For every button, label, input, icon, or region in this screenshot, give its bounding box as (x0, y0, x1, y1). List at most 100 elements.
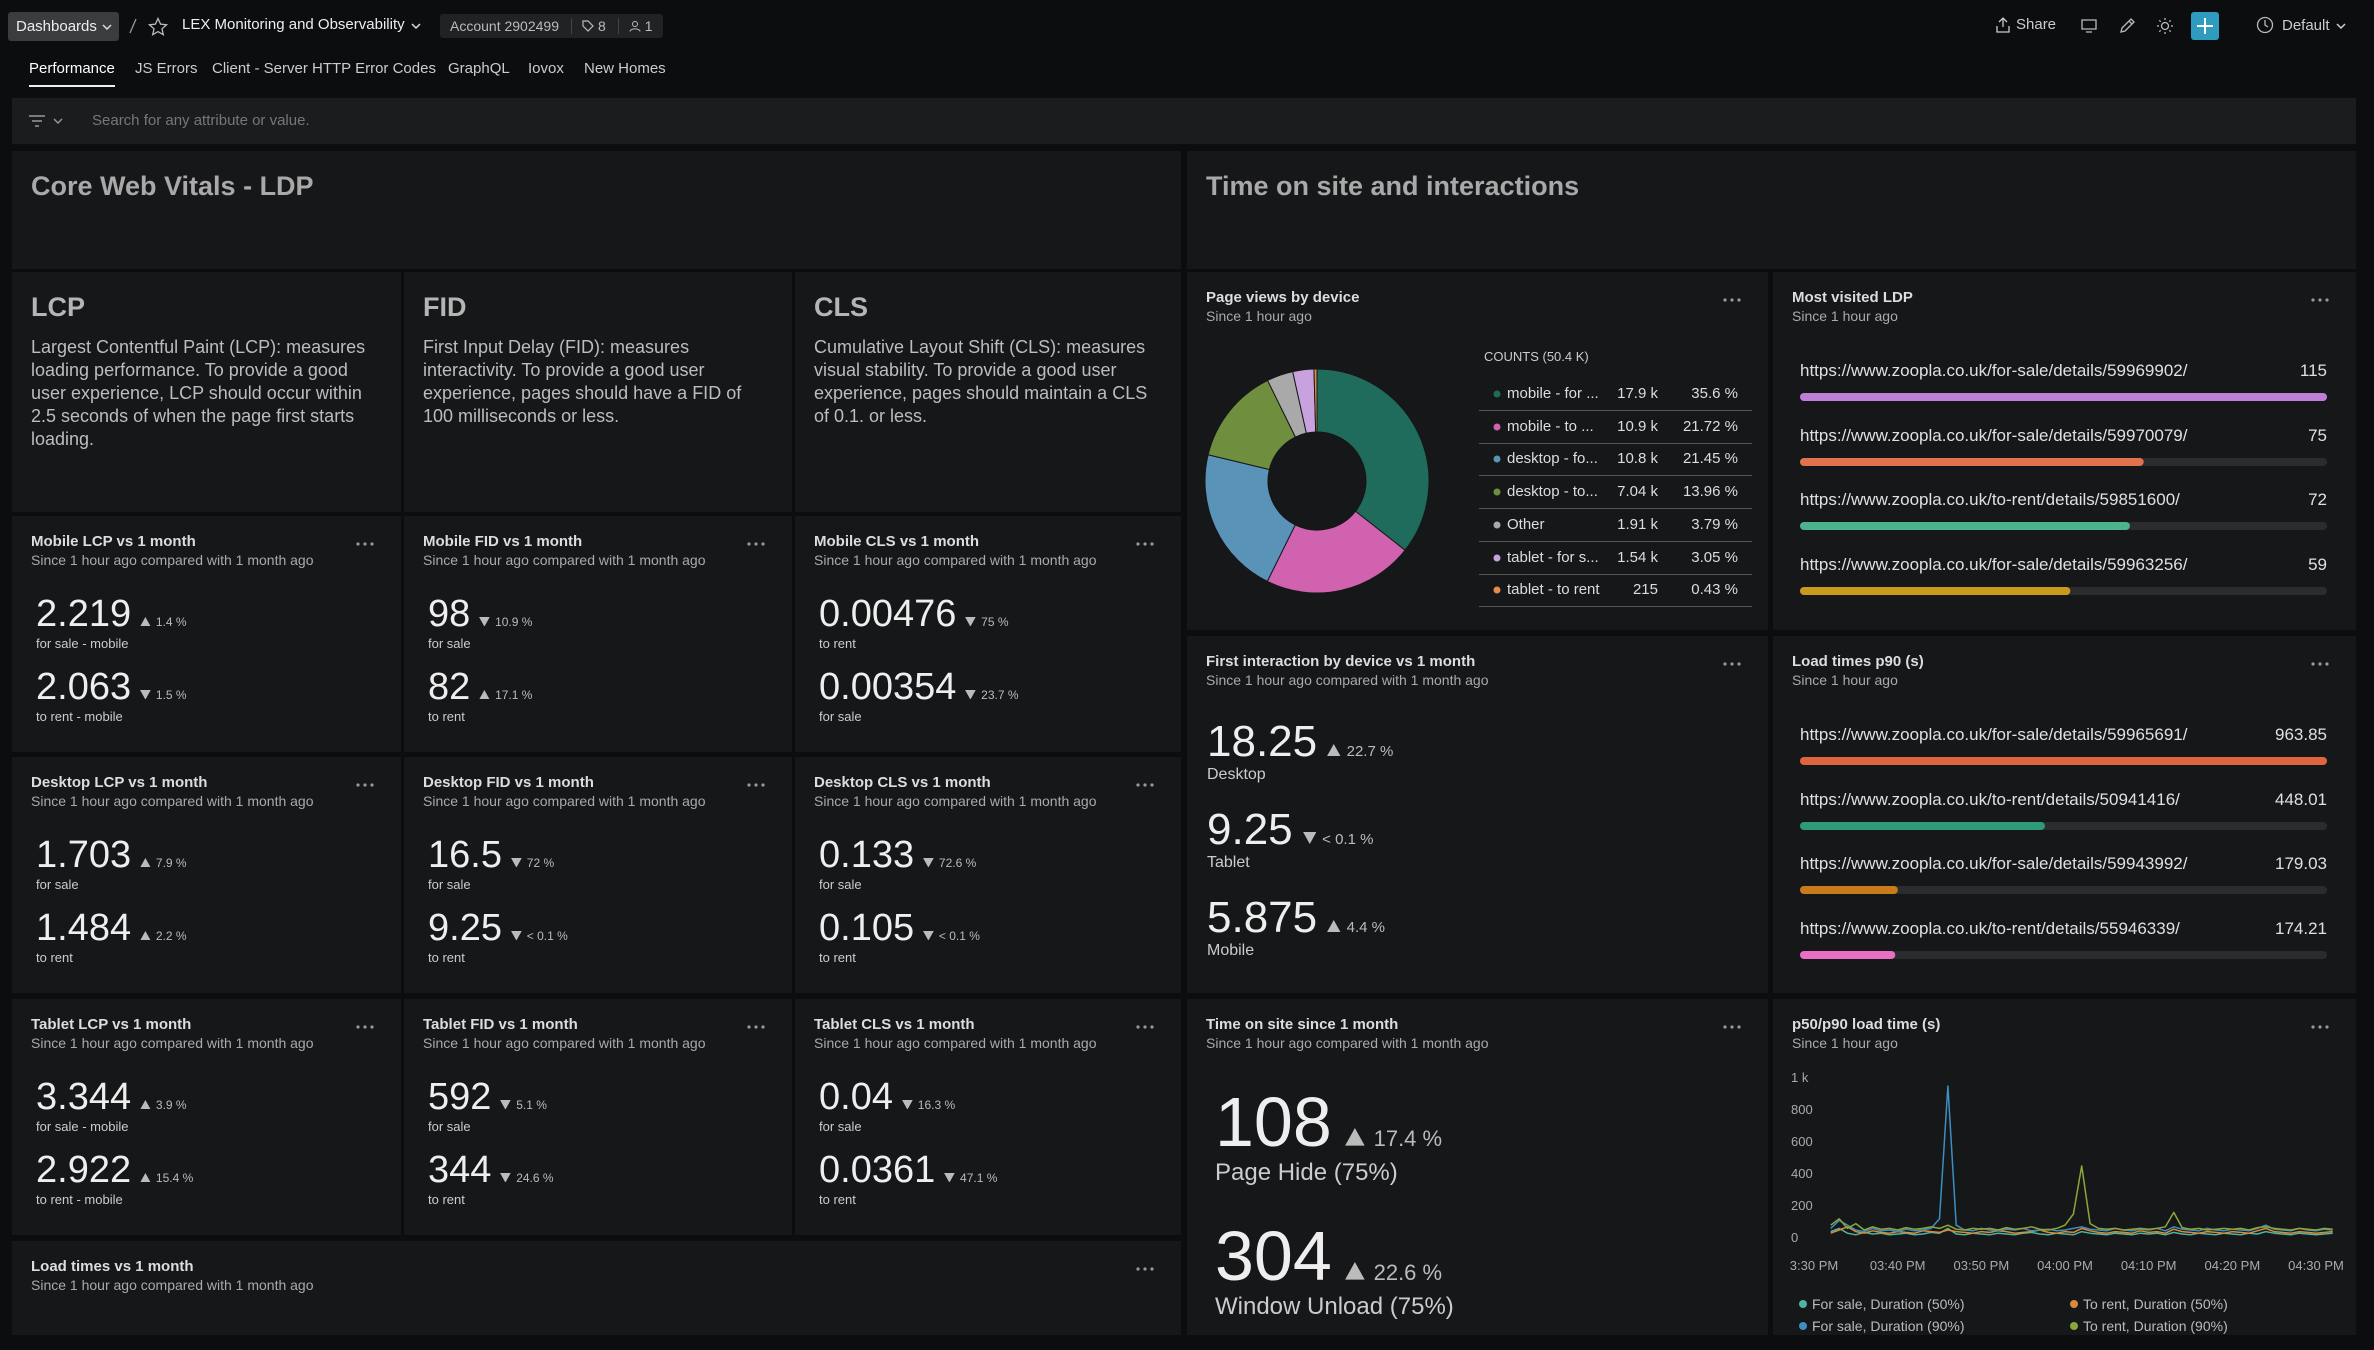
trend-arrow (140, 930, 151, 941)
menu-icon[interactable] (2310, 660, 2330, 668)
widget-subtitle: Since 1 hour ago compared with 1 month a… (31, 1277, 314, 1293)
tab[interactable]: Iovox (528, 60, 564, 77)
arrow-shape (140, 1172, 151, 1183)
row-separator (1479, 475, 1752, 477)
billboard-row: 0.105 < 0.1 % (819, 906, 980, 952)
menu-icon[interactable] (355, 540, 375, 548)
billboard-widget: Mobile CLS vs 1 month Since 1 hour ago co… (795, 516, 1181, 752)
billboard-widget: Time on site since 1 month Since 1 hour a… (1187, 999, 1768, 1335)
menu-icon[interactable] (2310, 296, 2330, 304)
dropdown-caret (102, 24, 112, 30)
widget-title: Desktop FID vs 1 month (423, 774, 594, 791)
tab[interactable]: GraphQL (448, 60, 510, 77)
add-widget-button[interactable] (2191, 12, 2219, 40)
menu-icon[interactable] (746, 781, 766, 789)
icon-shape (2081, 19, 2097, 33)
menu-icon[interactable] (1722, 660, 1742, 668)
menu-icon[interactable] (1722, 1023, 1742, 1031)
search-bar[interactable]: Search for any attribute or value. (12, 98, 2356, 144)
arrow-shape (923, 857, 934, 868)
tab[interactable]: Performance (29, 60, 115, 87)
bar (1800, 457, 2144, 466)
tv-mode-icon[interactable] (2080, 17, 2098, 35)
billboard-label: for sale (819, 709, 862, 725)
menu-dot (1136, 1267, 1140, 1271)
billboard-row: 98 10.9 % (428, 592, 532, 638)
legend-count: 215 (1632, 581, 1658, 599)
dashboard-title[interactable]: LEX Monitoring and Observability (182, 16, 423, 33)
tab[interactable]: Client - Server HTTP Error Codes (212, 60, 436, 77)
head (631, 21, 638, 27)
info-panel: CLS Cumulative Layout Shift (CLS): measur… (795, 272, 1181, 512)
billboard-row: 0.133 72.6 % (819, 833, 976, 879)
dashboards-button[interactable]: Dashboards (8, 12, 119, 41)
billboard-change: 16.3 % (917, 1098, 956, 1113)
settings-icon[interactable] (2156, 17, 2174, 35)
legend-label: To rent, Duration (90%) (2083, 1318, 2228, 1334)
time-picker[interactable]: Default (2256, 16, 2346, 34)
billboard-value: 2.219 (36, 593, 132, 636)
legend-count: 17.9 k (1617, 385, 1658, 402)
widget-title: Load times p90 (s) (1792, 653, 1924, 670)
menu-dot (761, 783, 765, 787)
billboard-change: 72 % (526, 856, 555, 871)
trend-arrow (479, 616, 491, 627)
legend-percent: 13.96 % (1682, 483, 1738, 501)
billboard-widget: Desktop CLS vs 1 month Since 1 hour ago c… (795, 757, 1181, 993)
menu-dot (754, 542, 758, 546)
tab[interactable]: New Homes (584, 60, 666, 77)
bar (1800, 522, 2130, 530)
trend-arrow (1327, 919, 1341, 932)
widget-subtitle: Since 1 hour ago compared with 1 month a… (31, 793, 314, 809)
billboard-row: 18.25 22.7 % (1207, 716, 1393, 769)
billboard-value: 304 (1215, 1216, 1332, 1295)
menu-dot (370, 542, 374, 546)
billboard-change: 22.6 % (1373, 1259, 1443, 1285)
menu-icon[interactable] (1722, 296, 1742, 304)
arrow-shape (511, 930, 522, 941)
x-tick-label: 04:00 PM (2037, 1258, 2093, 1273)
share (1996, 16, 2010, 33)
body (629, 28, 641, 32)
legend-label: To rent, Duration (50%) (2083, 1296, 2228, 1312)
legend-count: 1.54 k (1617, 548, 1658, 566)
menu-icon[interactable] (2310, 1023, 2330, 1031)
arrow-shape (140, 616, 151, 627)
tab[interactable]: JS Errors (135, 60, 198, 77)
menu-icon[interactable] (355, 781, 375, 789)
widget-subtitle: Since 1 hour ago compared with 1 month a… (1206, 1035, 1489, 1051)
share-button[interactable]: Share (1996, 16, 2056, 33)
menu-icon[interactable] (1135, 1023, 1155, 1031)
favorite-star[interactable] (148, 17, 168, 37)
row-label: https://www.zoopla.co.uk/to-rent/details… (1800, 918, 2180, 938)
widget-title: First interaction by device vs 1 month (1206, 653, 1476, 670)
menu-dot (356, 783, 360, 787)
menu-dot (1723, 1025, 1727, 1029)
billboard-label: for sale (819, 1119, 862, 1135)
menu-icon[interactable] (1135, 781, 1155, 789)
billboard-row: 82 17.1 % (428, 665, 532, 711)
trend-arrow (511, 930, 522, 941)
menu-icon[interactable] (746, 1023, 766, 1031)
menu-icon[interactable] (355, 1023, 375, 1031)
billboard-label: Window Unload (75%) (1215, 1292, 1454, 1320)
legend-label: For sale, Duration (50%) (1812, 1296, 1965, 1312)
y-tick-label: 0 (1791, 1230, 1798, 1245)
menu-icon[interactable] (1135, 1265, 1155, 1273)
bar (1800, 950, 1896, 959)
menu-dot (2311, 662, 2315, 666)
x-tick-label: 04:20 PM (2205, 1258, 2261, 1273)
menu-dot (2318, 662, 2322, 666)
widget-subtitle: Since 1 hour ago (1792, 308, 1898, 324)
arrow-shape (140, 857, 151, 868)
edit-icon[interactable] (2118, 17, 2136, 35)
menu-icon[interactable] (746, 540, 766, 548)
menu-icon[interactable] (1135, 540, 1155, 548)
trend-arrow (944, 1172, 955, 1183)
info-panel: FID First Input Delay (FID): measures int… (404, 272, 792, 512)
billboard-change: 72.6 % (938, 856, 977, 871)
menu-dot (1136, 542, 1140, 546)
billboard-row: 3.344 3.9 % (36, 1075, 187, 1121)
billboard-row: 304 22.6 % (1215, 1214, 1442, 1298)
info-title: CLS (814, 292, 868, 322)
